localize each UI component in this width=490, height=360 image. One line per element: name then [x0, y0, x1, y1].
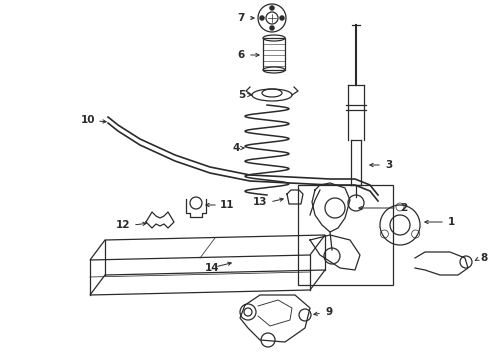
Text: 4: 4	[233, 143, 240, 153]
Text: 6: 6	[238, 50, 245, 60]
Text: 9: 9	[325, 307, 332, 317]
Text: 7: 7	[238, 13, 245, 23]
Text: 11: 11	[220, 200, 235, 210]
Text: 2: 2	[400, 203, 407, 213]
Circle shape	[270, 5, 274, 10]
Text: 10: 10	[80, 115, 95, 125]
Circle shape	[279, 15, 285, 21]
Text: 5: 5	[238, 90, 245, 100]
Text: 12: 12	[116, 220, 130, 230]
Bar	[298, 185, 393, 285]
Circle shape	[260, 15, 265, 21]
Text: 13: 13	[252, 197, 267, 207]
Text: 8: 8	[480, 253, 487, 263]
Text: 1: 1	[448, 217, 455, 227]
Circle shape	[270, 26, 274, 31]
Bar	[263, 38, 285, 70]
Text: 14: 14	[205, 263, 220, 273]
Text: 3: 3	[385, 160, 392, 170]
